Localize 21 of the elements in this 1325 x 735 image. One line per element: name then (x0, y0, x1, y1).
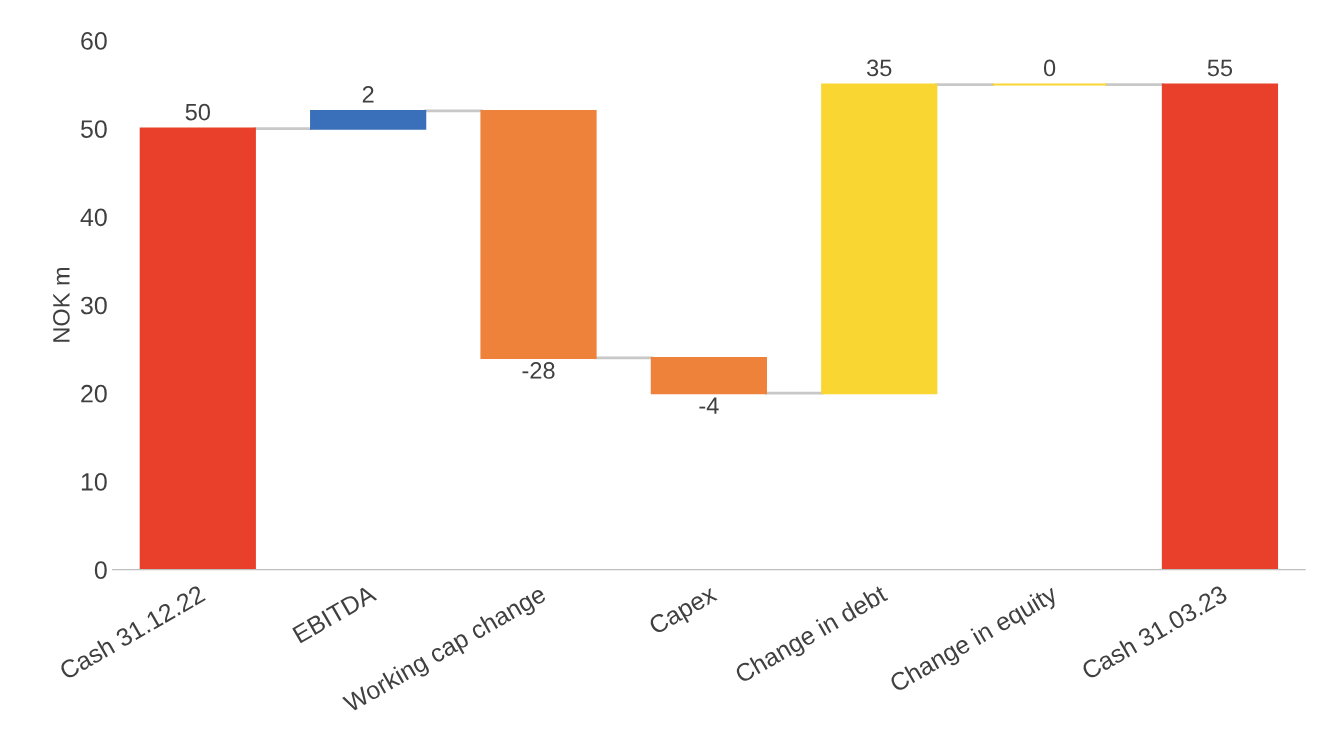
y-tick-label: 10 (81, 473, 107, 491)
y-tick-label: 50 (80, 120, 107, 138)
data-label: -4 (699, 397, 719, 414)
y-tick-label: 0 (94, 561, 107, 579)
bar (650, 356, 767, 395)
y-tick-label: 30 (80, 296, 107, 315)
data-label: 50 (185, 103, 211, 121)
data-label: 55 (1207, 59, 1233, 77)
bar (310, 109, 427, 130)
bar (1161, 83, 1279, 570)
bar (139, 127, 256, 570)
y-tick-label: 20 (81, 384, 107, 403)
data-label: 0 (1043, 59, 1056, 77)
y-axis-title: NOK m (53, 267, 70, 342)
bar (821, 83, 938, 395)
data-label: -28 (522, 362, 555, 379)
y-tick-label: 40 (80, 208, 107, 227)
bar (480, 109, 597, 359)
data-label: 2 (362, 86, 374, 103)
y-tick-label: 60 (81, 32, 107, 50)
data-label: 35 (867, 59, 892, 77)
